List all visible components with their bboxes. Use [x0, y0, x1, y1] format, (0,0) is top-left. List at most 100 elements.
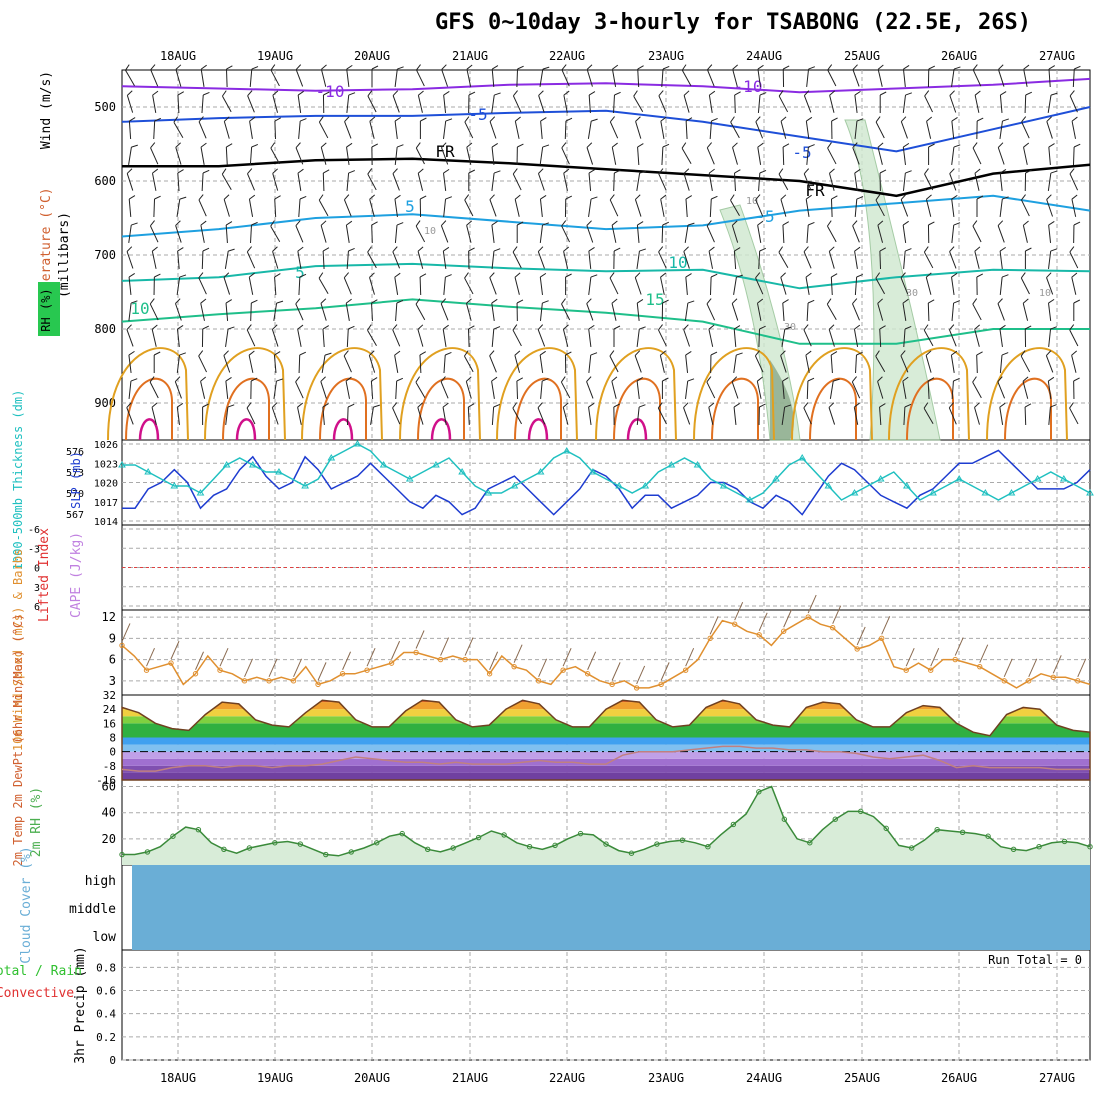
wind-barb-flag [683, 324, 689, 330]
wind-barb-staff [588, 172, 592, 192]
wind-barb-staff [322, 328, 325, 348]
wind-barb [464, 116, 474, 139]
wind-barb-flag [588, 91, 596, 96]
wind-barb-staff [757, 225, 762, 243]
wind-barb-staff [491, 303, 495, 321]
wind-barb-flag [248, 272, 255, 278]
wind-barb-flag [493, 326, 501, 330]
wind-barb-staff [224, 251, 229, 269]
wind-barb [539, 350, 546, 373]
wind-barb-flag [662, 377, 669, 382]
wind-barb-10m [170, 640, 180, 660]
wind-barb-10m [881, 616, 891, 635]
wind-barb [369, 194, 376, 217]
wind-barb-flag [951, 272, 958, 278]
wind-barb [927, 299, 935, 322]
wind-barb-flag [905, 92, 912, 96]
wind-barb-flag [565, 195, 573, 200]
wind-barb-flag [905, 170, 912, 174]
wind-barb [803, 90, 812, 113]
wind-barb-flag [348, 247, 355, 252]
thickness-line-marker [641, 482, 650, 489]
wind-barb-flag [852, 64, 858, 70]
wind-barb [395, 377, 404, 400]
wind-barb [611, 376, 618, 399]
wind-barb [346, 92, 356, 114]
thickness-line-marker [301, 482, 310, 489]
theta-contour-mid [222, 377, 270, 441]
wind-barb-staff [271, 407, 279, 425]
thickness-line-marker [693, 461, 702, 468]
ylabel-cloud-cover: Cloud Cover (%) [19, 846, 34, 963]
wind-barb-flag [150, 142, 156, 149]
wind-barb [151, 324, 158, 347]
wind-barb-flag [755, 350, 760, 357]
wind-barb-staff [828, 251, 835, 269]
rh-tick: 60 [102, 780, 116, 794]
wind-barb [827, 64, 837, 87]
rh-line-marker [832, 816, 838, 822]
wind-barb [828, 402, 836, 425]
wind-barb [491, 403, 501, 426]
wind-barb-staff [734, 94, 736, 114]
slp-tick: 1023 [94, 459, 118, 470]
wind-barb-flag [709, 90, 716, 96]
thickness-line-marker [589, 468, 597, 475]
wind-barb-flag [323, 91, 330, 96]
wind-barb-staff [369, 199, 375, 217]
rh-line-marker [424, 846, 431, 853]
thickness-line-marker [955, 475, 964, 482]
wind-barb-staff [923, 329, 934, 347]
wind-barb-staff [879, 328, 882, 348]
wind-barb [828, 168, 835, 191]
wind-barb-staff [803, 329, 812, 347]
date-label-bottom: 27AUG [1039, 1071, 1075, 1085]
wind-barb [683, 324, 691, 347]
wind-barb-flag [972, 220, 978, 227]
wind-barb [512, 90, 522, 113]
wind-barb-staff [392, 173, 400, 191]
wind-barb-flag [902, 298, 909, 304]
wind-barb [732, 64, 739, 87]
wind-barb [972, 298, 982, 321]
wind-barb-flag [299, 351, 307, 356]
wind-barb [976, 351, 983, 374]
wind-barb [415, 142, 425, 165]
wind-barb-staff [706, 69, 715, 87]
wind-barb-flag [344, 116, 350, 122]
wind-barb-flag [345, 298, 352, 304]
wind-barb [1048, 298, 1055, 321]
wind-barb-staff [443, 354, 446, 374]
wind-barb-staff [806, 68, 810, 88]
wind-barb [1023, 142, 1030, 165]
wind-barb-flag [1073, 299, 1081, 304]
wind-barb-flag [998, 64, 1004, 70]
wind-barb-staff [851, 381, 861, 399]
wind-barb [247, 168, 255, 191]
wind-barb-staff [586, 69, 593, 87]
wind-barb-flag [831, 117, 838, 122]
wind-barb-staff [661, 146, 664, 166]
wind-barb-flag [246, 246, 252, 253]
wind-barb [126, 168, 134, 191]
wind-barb-staff [442, 251, 447, 269]
wind-barb [976, 273, 984, 296]
wind-barb-flag [852, 142, 858, 148]
wind-barb-10m [856, 626, 866, 646]
wind-barb [1073, 221, 1081, 244]
wind-barb-flag [1073, 377, 1080, 382]
wind-barb [173, 116, 184, 139]
wind-barb-flag [1023, 142, 1030, 148]
wind-barb-staff [346, 406, 349, 426]
wind-barb-flag [613, 325, 621, 330]
contour-label-rh: 10 [424, 226, 436, 237]
wind-barb-flag [249, 116, 256, 122]
wind-speed-line-marker [413, 649, 419, 656]
wind-barb-10m [758, 612, 768, 631]
wind-barb [297, 324, 304, 347]
wind-barb-staff [685, 381, 689, 399]
wind-barb-flag [782, 221, 790, 226]
wind-barb-staff [442, 329, 447, 347]
wind-barb-10m [489, 651, 499, 670]
wind-barb-staff [128, 225, 132, 243]
